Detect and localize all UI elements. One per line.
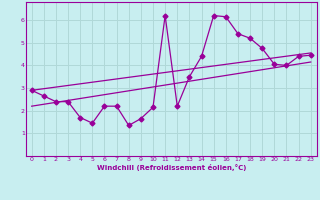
- X-axis label: Windchill (Refroidissement éolien,°C): Windchill (Refroidissement éolien,°C): [97, 164, 246, 171]
